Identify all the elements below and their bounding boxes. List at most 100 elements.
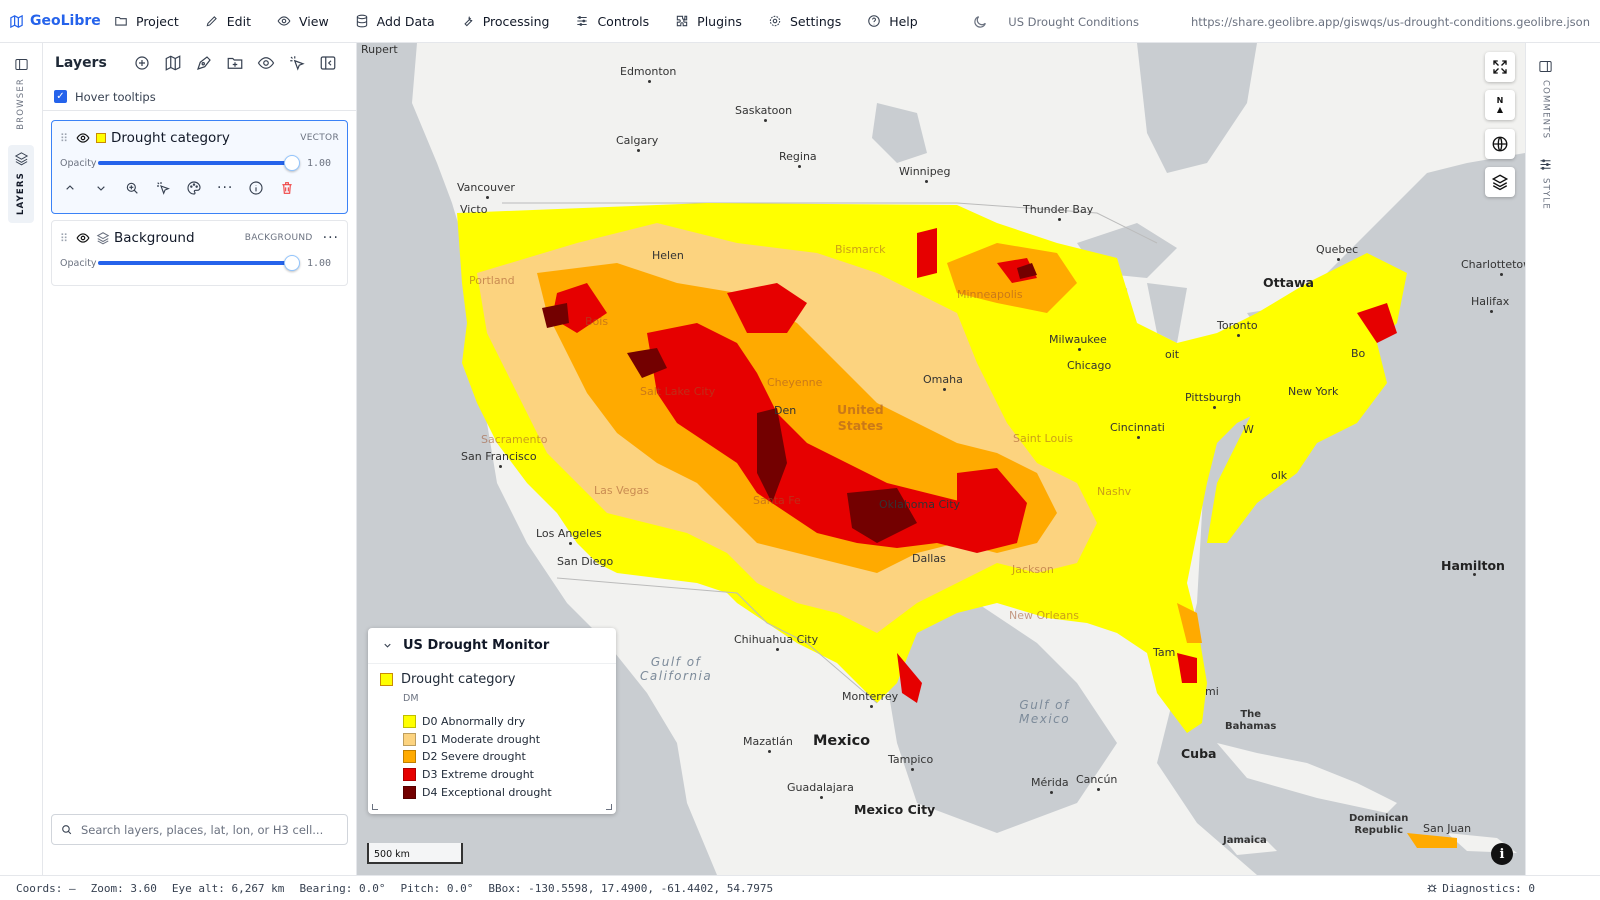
map-canvas[interactable]: Rupert Edmonton Saskatoon Calgary Regina…	[357, 43, 1525, 875]
layers-tab[interactable]: LAYERS	[8, 145, 34, 224]
folder-icon	[115, 16, 127, 26]
move-down-icon[interactable]	[93, 180, 109, 196]
menu-plugins-label: Plugins	[697, 13, 742, 29]
sidebar-icon	[1539, 61, 1552, 72]
moon-icon[interactable]	[972, 14, 988, 30]
menu-processing[interactable]: Processing	[448, 0, 563, 43]
status-zoom: Zoom: 3.60	[90, 881, 157, 895]
zoom-to-layer-icon[interactable]	[124, 180, 140, 196]
scale-bar: 500 km	[367, 843, 463, 864]
style-tab[interactable]: STYLE	[1538, 157, 1553, 210]
layers-icon	[1491, 174, 1509, 191]
map-label-san-diego: San Diego	[557, 555, 614, 568]
legend-items: D0 Abnormally dry D1 Moderate drought D2 S…	[368, 704, 616, 801]
map-label-salt-lake: Salt Lake City	[640, 385, 716, 398]
eye-icon[interactable]	[76, 231, 90, 245]
layer-name: Background	[114, 230, 195, 246]
draw-icon[interactable]	[195, 54, 213, 72]
opacity-row: Opacity 1.00	[52, 155, 347, 171]
add-layer-icon[interactable]	[133, 54, 151, 72]
menu-edit[interactable]: Edit	[192, 0, 264, 43]
resize-corner-icon[interactable]	[606, 804, 612, 810]
layer-switcher-button[interactable]	[1485, 167, 1515, 197]
map-label-calgary: Calgary	[616, 134, 659, 152]
opacity-value: 1.00	[307, 157, 332, 169]
legend-title: US Drought Monitor	[403, 638, 550, 653]
map-label-thunder-bay: Thunder Bay	[1023, 203, 1094, 221]
menu-view-label: View	[299, 13, 329, 29]
legend-header[interactable]: US Drought Monitor	[368, 628, 616, 664]
menu-plugins[interactable]: Plugins	[662, 0, 755, 43]
menu-help[interactable]: Help	[854, 0, 931, 43]
layers-toolbar	[133, 54, 337, 72]
legend-item-label: D1 Moderate drought	[422, 732, 541, 746]
opacity-value: 1.00	[307, 257, 332, 269]
move-up-icon[interactable]	[62, 180, 78, 196]
palette-icon[interactable]	[186, 180, 202, 196]
layer-item-drought-category[interactable]: ⠿ Drought category VECTOR Opacity 1.00 ·…	[51, 120, 348, 214]
opacity-label: Opacity	[60, 257, 97, 269]
layers-icon	[14, 152, 28, 166]
map-label-ottawa: Ottawa	[1263, 275, 1314, 290]
legend-layer: Drought category	[368, 664, 616, 687]
layers-panel-header: Layers	[43, 43, 356, 83]
hover-tooltips-checkbox[interactable]: ✓	[54, 90, 67, 103]
menu-view[interactable]: View	[264, 0, 342, 43]
browser-tab[interactable]: BROWSER	[8, 57, 34, 130]
diagnostics-button[interactable]: Diagnostics: 0	[1426, 882, 1550, 895]
legend-item-label: D3 Extreme drought	[422, 768, 534, 782]
menu-add-data[interactable]: Add Data	[342, 0, 448, 43]
hover-tooltips-toggle[interactable]: ✓ Hover tooltips	[43, 83, 356, 111]
compass-button[interactable]: N ▲	[1485, 90, 1515, 120]
menu-settings[interactable]: Settings	[755, 0, 854, 43]
drag-handle-icon[interactable]: ⠿	[60, 231, 68, 245]
app-brand[interactable]: GeoLibre	[9, 13, 101, 29]
menu-project[interactable]: Project	[101, 0, 192, 43]
opacity-slider[interactable]	[98, 255, 300, 271]
basemap-icon[interactable]	[164, 54, 182, 72]
attribution-info-icon[interactable]: i	[1491, 843, 1513, 865]
resize-corner-icon[interactable]	[372, 804, 378, 810]
share-url[interactable]: https://share.geolibre.app/giswqs/us-dro…	[1190, 14, 1590, 29]
search-input[interactable]: Search layers, places, lat, lon, or H3 c…	[51, 814, 348, 845]
fullscreen-button[interactable]	[1485, 52, 1515, 82]
legend-layer-swatch	[380, 673, 393, 686]
map-label-denver: Den	[774, 404, 797, 417]
opacity-slider[interactable]	[98, 155, 300, 171]
pencil-icon	[206, 16, 217, 27]
opacity-slider-thumb[interactable]	[284, 155, 300, 171]
top-right-area: US Drought Conditions https://share.geol…	[972, 0, 1600, 43]
eye-icon	[277, 16, 291, 26]
main-menu: Project Edit View Add Data Processing Co…	[101, 0, 931, 43]
layer-item-background[interactable]: ⠿ Background BACKGROUND ··· Opacity 1.00	[51, 220, 348, 286]
drag-handle-icon[interactable]: ⠿	[60, 131, 68, 145]
menu-controls[interactable]: Controls	[562, 0, 662, 43]
more-icon[interactable]: ···	[217, 180, 234, 196]
delete-icon[interactable]	[279, 180, 295, 196]
map-label-chicago: Chicago	[1067, 359, 1112, 372]
globe-button[interactable]	[1485, 129, 1515, 159]
opacity-slider-thumb[interactable]	[284, 255, 300, 271]
add-group-icon[interactable]	[226, 54, 244, 72]
map-label-saint-louis: Saint Louis	[1013, 432, 1073, 445]
help-circle-icon	[868, 15, 880, 27]
document-title: US Drought Conditions	[1008, 14, 1139, 29]
menu-edit-label: Edit	[226, 13, 251, 29]
visibility-icon[interactable]	[257, 54, 275, 72]
chevron-down-icon[interactable]	[382, 640, 393, 651]
identify-icon[interactable]	[155, 180, 171, 196]
legend-layer-name: Drought category	[401, 672, 516, 687]
comments-tab[interactable]: COMMENTS	[1538, 59, 1553, 139]
collapse-panel-icon[interactable]	[319, 54, 337, 72]
legend-swatch	[403, 750, 416, 764]
more-icon[interactable]: ···	[322, 230, 339, 246]
eye-icon[interactable]	[76, 131, 90, 145]
layer-type-badge: VECTOR	[300, 133, 339, 143]
map-icon	[10, 14, 23, 28]
legend-item-label: D2 Severe drought	[422, 750, 526, 764]
menu-processing-label: Processing	[482, 13, 550, 29]
map-label-monterrey: Monterrey	[842, 690, 899, 708]
identify-icon[interactable]	[288, 54, 306, 72]
info-icon[interactable]	[248, 180, 264, 196]
opacity-row: Opacity 1.00	[52, 255, 347, 271]
